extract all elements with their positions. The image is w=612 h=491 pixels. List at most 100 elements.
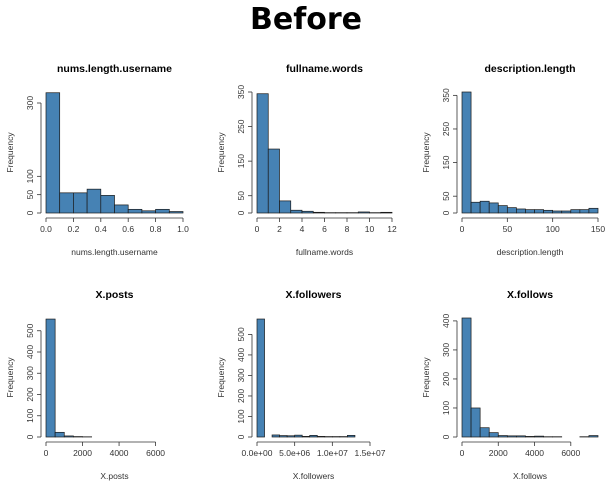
x-tick-label: 6000: [146, 448, 165, 458]
histogram-bar: [506, 435, 517, 438]
y-axis-label: Frequency: [5, 357, 15, 398]
histogram-bar: [488, 432, 499, 438]
y-tick-label: 50: [236, 191, 246, 201]
histogram-bar: [543, 209, 554, 214]
y-tick-label: 200: [236, 389, 246, 403]
x-axis-label: description.length: [497, 247, 564, 257]
x-tick-label: 0.2: [67, 224, 79, 234]
histogram-bar: [497, 435, 508, 438]
histogram-bar: [506, 207, 517, 214]
y-tick-label: 400: [441, 314, 451, 328]
histogram-bar: [73, 192, 88, 214]
figure-heading: Before: [249, 2, 363, 37]
y-tick-label: 0: [236, 434, 246, 439]
y-tick-label: 0: [441, 210, 451, 215]
histogram-bar: [45, 92, 61, 214]
x-tick-label: 150: [591, 224, 605, 234]
y-tick-label: 300: [25, 366, 35, 380]
y-axis-label: Frequency: [421, 132, 431, 173]
y-tick-label: 400: [25, 345, 35, 359]
histogram-bar: [141, 210, 156, 214]
x-tick-label: 4000: [110, 448, 129, 458]
y-tick-label: 50: [441, 191, 451, 201]
histogram-bar: [479, 200, 490, 214]
y-tick-label: 200: [25, 387, 35, 401]
x-tick-label: 0: [255, 224, 260, 234]
y-axis-label: Frequency: [216, 132, 226, 173]
histogram-panel: nums.length.username 0.0 0.2 0.4 0.6 0.8 1.0 nu…: [5, 63, 189, 257]
histogram-bar: [279, 435, 288, 438]
histogram-bar: [461, 91, 472, 214]
chart-title: fullname.words: [286, 63, 363, 75]
y-tick-label: 250: [441, 122, 451, 136]
histogram-bar: [267, 148, 280, 214]
histogram-bar: [286, 435, 296, 438]
x-tick-label: 1.5e+07: [355, 448, 386, 458]
y-axis-label: Frequency: [216, 357, 226, 398]
x-tick-label: 100: [546, 224, 560, 234]
y-tick-label: 300: [441, 343, 451, 357]
histogram-bar: [316, 436, 326, 438]
y-tick-label: 100: [236, 409, 246, 423]
x-axis-label: X.followers: [293, 471, 335, 481]
chart-title: nums.length.username: [57, 63, 172, 75]
x-tick-label: 4: [300, 224, 305, 234]
histogram-bar: [552, 210, 563, 214]
histogram-bar: [525, 209, 535, 214]
x-tick-label: 6: [322, 224, 327, 234]
y-tick-label: 150: [236, 154, 246, 168]
y-tick-label: 0: [25, 434, 35, 439]
histogram-bar: [168, 211, 184, 214]
y-tick-label: 500: [236, 327, 246, 341]
x-tick-label: 0.0e+00: [242, 448, 273, 458]
histogram-bar: [301, 436, 311, 438]
x-tick-label: 5.0e+06: [279, 448, 310, 458]
x-tick-label: 4000: [525, 448, 544, 458]
histogram-bar: [59, 192, 74, 214]
x-tick-label: 0: [44, 448, 49, 458]
x-axis-label: X.posts: [100, 471, 128, 481]
histogram-bar: [100, 195, 115, 214]
y-tick-label: 150: [441, 155, 451, 169]
x-tick-label: 50: [503, 224, 513, 234]
histogram-bar: [86, 188, 102, 214]
histogram-bar: [534, 435, 544, 438]
histogram-bar: [516, 208, 526, 214]
histogram-panel: X.followers 0.0e+00 5.0e+06 1.0e+07 1.5e+07 X…: [216, 289, 386, 481]
x-axis-label: nums.length.username: [71, 247, 158, 257]
histogram-bar: [279, 200, 292, 214]
histogram-bar: [588, 435, 599, 438]
histogram-panel: X.posts 0 2000 4000 6000 X.posts 0 100 200 300 400…: [5, 289, 165, 481]
histogram-bar: [579, 209, 590, 214]
histogram-bar: [301, 210, 314, 214]
x-tick-label: 12: [387, 224, 397, 234]
x-tick-label: 2: [277, 224, 282, 234]
x-tick-label: 0.4: [95, 224, 107, 234]
x-tick-label: 2000: [73, 448, 92, 458]
y-tick-label: 100: [441, 401, 451, 415]
y-axis-label: Frequency: [5, 132, 15, 173]
histogram-panel: fullname.words 0 2 4 6 8 10 12 fullname.words 0 50…: [216, 63, 397, 257]
chart-title: X.followers: [285, 289, 341, 301]
x-tick-label: 8: [345, 224, 350, 234]
histogram-bar: [45, 318, 56, 438]
histogram-bar: [461, 317, 472, 438]
histogram-bar: [271, 434, 280, 438]
y-tick-label: 200: [441, 372, 451, 386]
chart-title: X.posts: [96, 289, 134, 301]
histogram-bar: [256, 318, 265, 438]
histogram-bar: [570, 209, 581, 214]
y-axis-label: Frequency: [421, 357, 431, 398]
histogram-bar: [155, 208, 170, 214]
histogram-bar: [309, 435, 318, 438]
x-tick-label: 10: [365, 224, 375, 234]
histogram-bar: [127, 208, 143, 214]
histogram-bar: [534, 209, 544, 214]
x-tick-label: 1.0e+07: [317, 448, 348, 458]
histogram-bar: [588, 207, 599, 214]
y-tick-label: 0: [25, 210, 35, 215]
histogram-bar: [561, 210, 572, 214]
y-tick-label: 100: [25, 169, 35, 183]
x-axis-label: fullname.words: [296, 247, 353, 257]
histogram-panel: description.length 0 50 100 150 description.l…: [421, 63, 605, 257]
